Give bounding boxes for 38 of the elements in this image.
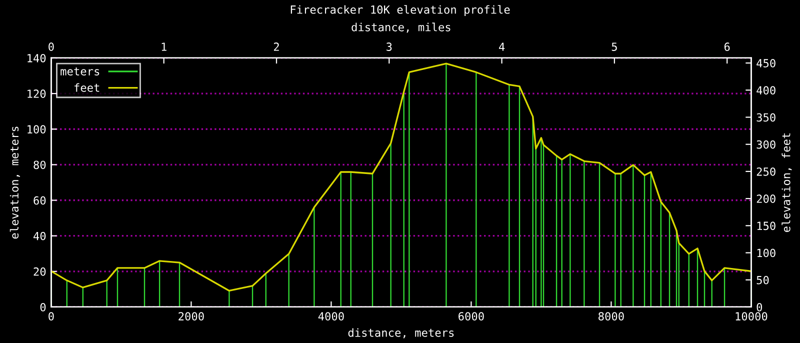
legend-label: feet (74, 83, 100, 92)
y2-tick-label: 200 (756, 194, 776, 203)
y-tick-label: 120 (28, 90, 46, 98)
y-tick-label: 80 (34, 160, 46, 170)
y2-tick-label: 0 (756, 302, 762, 312)
x-axis-title: distance, meters (348, 328, 454, 338)
y2-tick-label: 450 (756, 59, 776, 68)
y2-tick-label: 100 (757, 248, 776, 258)
x-tick-label: 0 (48, 312, 54, 321)
y2-tick-label: 300 (756, 140, 776, 149)
y-tick-label: 140 (28, 54, 46, 62)
y2-tick-label: 250 (756, 167, 776, 176)
y2-tick-label: 50 (756, 276, 769, 284)
y2-tick-label: 150 (757, 222, 776, 230)
y-axis-title: elevation, meters (10, 126, 20, 239)
x2-tick-label: 4 (499, 42, 505, 51)
y-tick-label: 100 (28, 125, 46, 134)
x2-axis-title: distance, miles (352, 22, 450, 33)
x-tick-label: 10000 (736, 312, 768, 321)
y-tick-label: 40 (34, 232, 46, 240)
y2-tick-label: 350 (756, 113, 776, 122)
x-tick-label: 2000 (178, 312, 204, 321)
y-tick-label: 20 (34, 267, 46, 276)
x2-tick-label: 5 (612, 42, 617, 51)
x2-tick-label: 2 (274, 42, 279, 51)
x-tick-label: 8000 (598, 312, 624, 321)
x2-tick-label: 6 (724, 42, 730, 51)
legend-label: meters (60, 68, 100, 76)
y2-tick-label: 400 (756, 86, 776, 95)
x-tick-label: 6000 (458, 312, 484, 321)
x2-tick-label: 0 (48, 42, 54, 51)
x-tick-label: 4000 (318, 312, 344, 321)
x2-tick-label: 3 (386, 42, 392, 51)
chart-title: Firecracker 10K elevation profile (290, 5, 510, 16)
y2-axis-title: elevation, feet (782, 133, 792, 232)
y-tick-label: 0 (40, 302, 46, 312)
y-tick-label: 60 (34, 196, 46, 205)
x2-tick-label: 1 (162, 42, 166, 51)
